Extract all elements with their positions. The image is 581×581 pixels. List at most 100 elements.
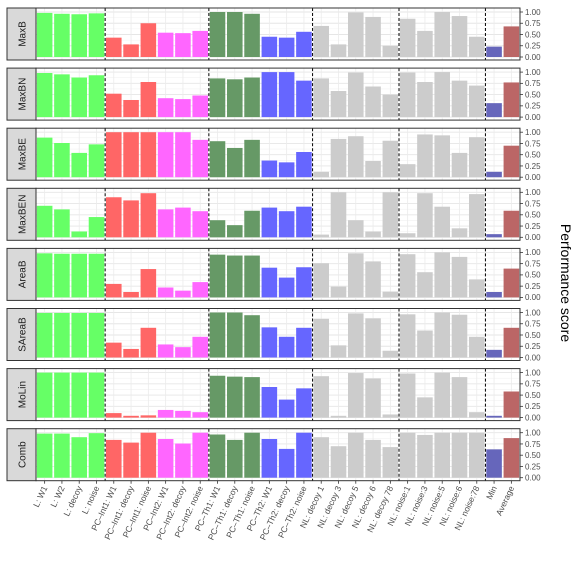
bar [244,432,260,478]
bar [503,210,520,238]
bar [382,447,399,478]
bar [313,437,329,478]
bar [36,73,53,118]
bar [175,347,191,358]
bar [157,439,174,478]
bar [330,286,347,298]
y-tick-label: 1.00 [525,8,541,17]
bar [36,253,53,298]
bar [88,312,105,358]
bar [209,141,226,178]
bar [451,228,468,238]
bar [434,432,450,478]
bar [417,397,433,418]
bar [296,206,312,238]
bar [209,312,226,358]
bar [503,438,520,478]
y-tick-label: 0.75 [525,380,541,389]
strip-label: MaxB [18,21,29,47]
bar [399,164,416,178]
bar [469,36,485,57]
y-tick-label: 0.00 [525,233,541,242]
bar [417,82,433,118]
y-tick-label: 1.00 [525,188,541,197]
bar [348,72,364,118]
strip-background [6,368,37,422]
bar [399,254,416,298]
bar [106,413,122,418]
bar [36,433,53,478]
bar [278,277,295,298]
y-tick-label: 0.50 [525,30,541,39]
strip-label: MoLin [18,381,29,408]
bar [399,432,416,478]
bar [469,194,485,238]
bar [261,160,278,178]
y-tick-label: 0.25 [525,162,541,171]
panel-maxben: MaxBEN 0.00 0.25 0.50 0.75 1.00 [6,187,541,242]
bar [261,439,278,478]
bar [330,345,347,358]
bar [244,139,260,178]
bar [140,327,157,358]
strip-background [6,247,37,301]
bar [157,98,174,118]
bar [503,26,520,57]
bar [244,13,260,58]
bar [451,256,468,298]
bar [417,272,433,298]
bar [244,77,260,118]
bar [486,349,502,358]
y-tick-label: 0.00 [525,173,541,182]
bar [106,283,122,298]
strip-label: AreaB [18,260,29,288]
bar [140,23,157,57]
bar [434,312,450,358]
bar [54,433,70,478]
bar [244,255,260,298]
bar [503,391,520,418]
y-tick-label: 0.00 [525,413,541,422]
bar [261,387,278,418]
bar [296,267,312,298]
y-tick-label: 0.50 [525,151,541,160]
bar [365,261,381,298]
x-tick-label: L: W1 [31,484,50,509]
bar [486,234,502,238]
x-tick-label: Min [484,484,499,501]
bar [71,152,87,178]
bar [140,415,157,418]
bar [227,79,243,118]
bar [227,225,243,238]
bar [434,72,450,118]
bar [486,449,502,478]
bar [192,282,208,298]
bar [106,132,122,178]
bar [313,78,329,118]
bar [261,207,278,238]
y-tick-label: 0.75 [525,79,541,88]
bar [417,193,433,238]
bar [88,144,105,178]
bar [382,192,399,238]
bar [192,30,208,57]
bar [434,206,450,238]
strip-label: MaxBN [18,78,29,111]
y-tick-label: 0.50 [525,451,541,460]
bar [175,290,191,298]
bar [140,193,157,238]
bar [54,312,70,358]
bar [486,292,502,298]
bar [348,313,364,358]
bar [140,132,157,178]
bar [296,327,312,358]
bar [54,209,70,238]
bar [313,25,329,57]
bar [88,253,105,298]
bar [209,375,226,418]
y-tick-label: 0.25 [525,102,541,111]
y-tick-label: 0.75 [525,320,541,329]
bar [296,31,312,57]
bar [382,140,399,178]
